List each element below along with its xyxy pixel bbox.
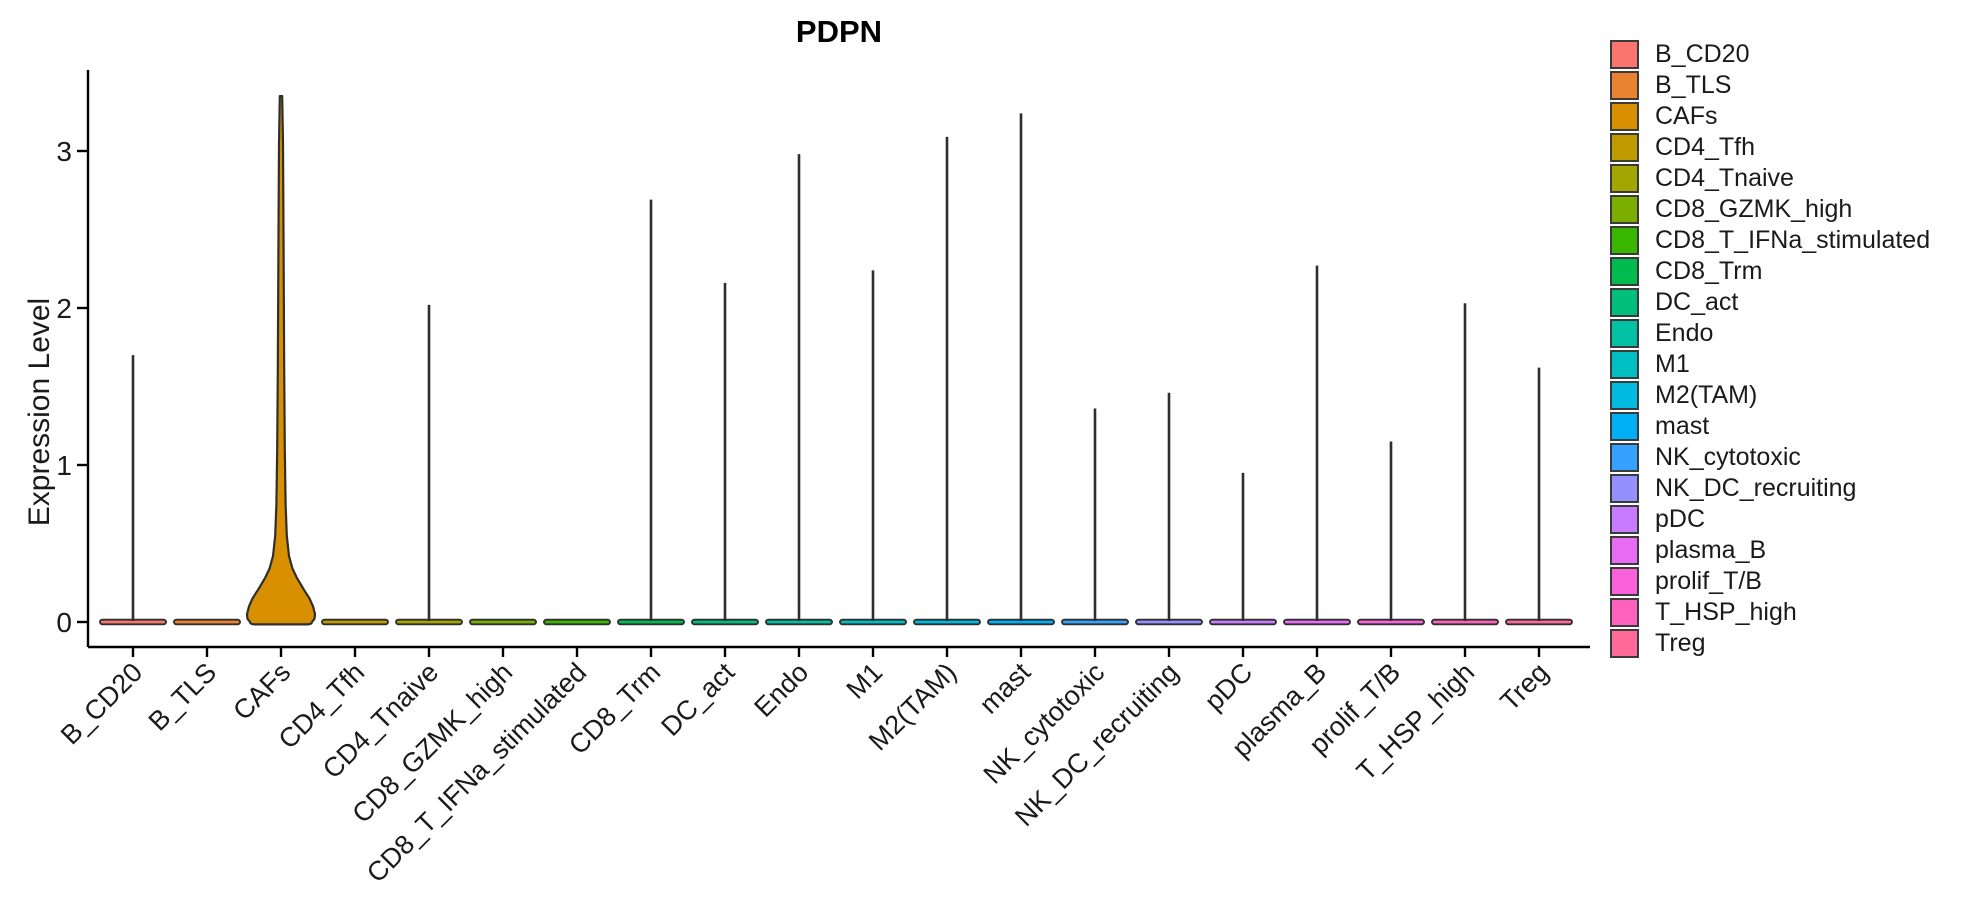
- legend-item: NK_DC_recruiting: [1610, 474, 1930, 503]
- legend-item: CD4_Tnaive: [1610, 164, 1930, 193]
- legend-label: CD8_T_IFNa_stimulated: [1655, 226, 1931, 254]
- legend-item: M1: [1610, 350, 1930, 379]
- legend-label: CD8_GZMK_high: [1655, 195, 1853, 223]
- y-tick-label: 0: [56, 607, 72, 638]
- legend-item: M2(TAM): [1610, 381, 1930, 410]
- legend-swatch: [1610, 567, 1639, 596]
- y-tick-label: 2: [56, 293, 72, 324]
- legend-item: mast: [1610, 412, 1930, 441]
- y-tick-label: 3: [56, 136, 72, 167]
- legend-item: CAFs: [1610, 102, 1930, 131]
- legend-item: B_CD20: [1610, 40, 1930, 69]
- legend-swatch: [1610, 319, 1639, 348]
- x-tick-label: pDC: [1199, 657, 1258, 716]
- legend-label: B_CD20: [1655, 40, 1750, 68]
- chart-title: PDPN: [795, 14, 883, 49]
- legend-label: DC_act: [1655, 288, 1739, 316]
- legend-item: CD8_T_IFNa_stimulated: [1610, 226, 1930, 255]
- legend-label: CD4_Tfh: [1655, 133, 1756, 161]
- legend-swatch: [1610, 598, 1639, 627]
- legend-item: Treg: [1610, 629, 1930, 658]
- x-tick-label: M1: [841, 657, 889, 705]
- legend-swatch: [1610, 629, 1639, 658]
- legend-label: pDC: [1655, 505, 1706, 533]
- violin-baseline-CD8_GZMK_high: [469, 618, 537, 626]
- x-tick-label: DC_act: [655, 657, 740, 742]
- legend-label: CD8_Trm: [1655, 257, 1763, 285]
- violin-body-CAFs: [245, 94, 317, 626]
- legend-swatch: [1610, 412, 1639, 441]
- legend-item: CD4_Tfh: [1610, 133, 1930, 162]
- legend-swatch: [1610, 40, 1639, 69]
- legend-label: B_TLS: [1655, 71, 1732, 99]
- legend-swatch: [1610, 195, 1639, 224]
- legend-item: B_TLS: [1610, 71, 1930, 100]
- legend-item: plasma_B: [1610, 536, 1930, 565]
- legend-label: plasma_B: [1655, 536, 1767, 564]
- legend-item: prolif_T/B: [1610, 567, 1930, 596]
- legend-label: M2(TAM): [1655, 381, 1758, 409]
- legend-swatch: [1610, 288, 1639, 317]
- legend-swatch: [1610, 350, 1639, 379]
- legend-swatch: [1610, 257, 1639, 286]
- legend-label: Endo: [1655, 319, 1714, 347]
- legend-swatch: [1610, 443, 1639, 472]
- legend-label: CD4_Tnaive: [1655, 164, 1794, 192]
- x-tick-label: mast: [974, 657, 1037, 720]
- legend-item: CD8_Trm: [1610, 257, 1930, 286]
- violin-baseline-B_TLS: [173, 618, 241, 626]
- legend-swatch: [1610, 102, 1639, 131]
- legend-item: Endo: [1610, 319, 1930, 348]
- legend-item: DC_act: [1610, 288, 1930, 317]
- legend-item: pDC: [1610, 505, 1930, 534]
- x-tick-label: Endo: [748, 657, 814, 723]
- legend-swatch: [1610, 71, 1639, 100]
- legend: B_CD20 B_TLS CAFs CD4_Tfh CD4_Tnaive CD8_GZMK…: [1610, 40, 1930, 660]
- legend-swatch: [1610, 133, 1639, 162]
- legend-label: NK_DC_recruiting: [1655, 474, 1857, 502]
- violin-baseline-CD4_Tfh: [321, 618, 389, 626]
- x-tick-label: Treg: [1494, 657, 1554, 717]
- legend-swatch: [1610, 474, 1639, 503]
- legend-label: CAFs: [1655, 102, 1718, 130]
- legend-swatch: [1610, 505, 1639, 534]
- legend-swatch: [1610, 381, 1639, 410]
- legend-label: M1: [1655, 350, 1690, 378]
- legend-swatch: [1610, 164, 1639, 193]
- legend-swatch: [1610, 536, 1639, 565]
- legend-item: CD8_GZMK_high: [1610, 195, 1930, 224]
- legend-item: NK_cytotoxic: [1610, 443, 1930, 472]
- legend-swatch: [1610, 226, 1639, 255]
- x-tick-label: B_CD20: [55, 657, 148, 750]
- x-tick-label: CAFs: [227, 657, 296, 726]
- violin-baseline-CD8_T_IFNa_stimulated: [543, 618, 611, 626]
- legend-label: prolif_T/B: [1655, 567, 1762, 595]
- legend-item: T_HSP_high: [1610, 598, 1930, 627]
- y-tick-label: 1: [56, 450, 72, 481]
- legend-label: mast: [1655, 412, 1710, 440]
- legend-label: NK_cytotoxic: [1655, 443, 1801, 471]
- x-tick-label: B_TLS: [143, 657, 223, 737]
- legend-label: T_HSP_high: [1655, 598, 1797, 626]
- legend-label: Treg: [1655, 629, 1706, 657]
